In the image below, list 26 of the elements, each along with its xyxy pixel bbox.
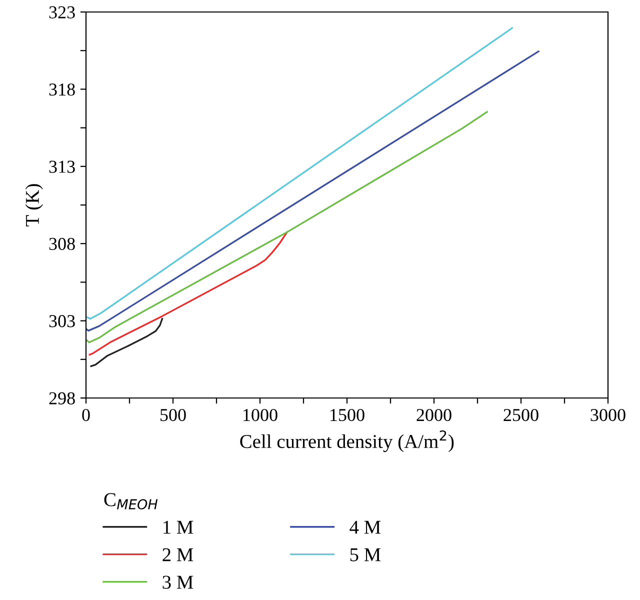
legend-title: C$_{MEOH}$ <box>104 493 158 510</box>
line-series <box>88 231 288 356</box>
legend-label: 3 M <box>162 576 194 589</box>
legend-label: 4 M <box>350 520 381 534</box>
y-tick-label: 323 <box>49 6 75 18</box>
x-tick-label: 0 <box>82 408 90 422</box>
y-tick-label: 313 <box>49 160 75 173</box>
legend-label: 2 M <box>162 548 194 562</box>
y-axis-title: T (K) <box>25 184 43 226</box>
y-tick-label: 303 <box>49 315 75 328</box>
x-tick-label: 2000 <box>416 408 452 422</box>
line-series <box>86 27 513 320</box>
y-tick-label: 318 <box>49 83 75 96</box>
y-tick-label: 308 <box>49 238 75 250</box>
x-axis-title: Cell current density (A/m$^{2}$) <box>240 430 454 452</box>
legend-label: 1 M <box>164 520 194 534</box>
legend-label: 5 M <box>350 548 381 562</box>
y-tick-label: 298 <box>49 392 75 404</box>
x-tick-label: 500 <box>160 408 186 422</box>
x-tick-label: 2500 <box>504 408 538 422</box>
x-tick-label: 1500 <box>330 408 364 422</box>
line-series <box>90 318 164 368</box>
x-tick-label: 3000 <box>590 408 626 422</box>
x-tick-label: 1000 <box>244 408 278 422</box>
line-series <box>86 50 540 332</box>
line-series <box>86 111 488 344</box>
